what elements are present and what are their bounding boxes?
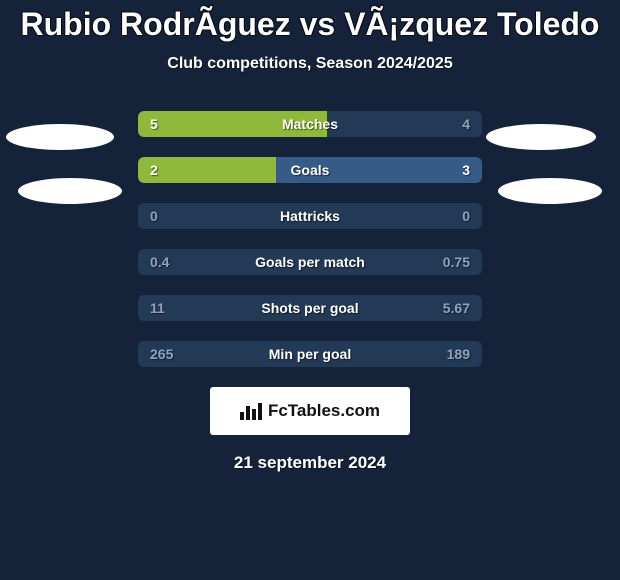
player-marker-left-1	[6, 124, 114, 150]
page-title: Rubio RodrÃ­guez vs VÃ¡zquez Toledo	[0, 0, 620, 43]
stat-label: Shots per goal	[138, 295, 482, 321]
player-marker-right-2	[498, 178, 602, 204]
stat-label: Hattricks	[138, 203, 482, 229]
chart-icon	[240, 402, 262, 420]
stat-row: 23Goals	[138, 157, 482, 183]
source-badge-text: FcTables.com	[268, 401, 380, 421]
comparison-panel: Rubio RodrÃ­guez vs VÃ¡zquez Toledo Club…	[0, 0, 620, 580]
stat-label: Matches	[138, 111, 482, 137]
stat-bars: 54Matches 23Goals 00Hattricks 0.40.75Goals …	[138, 111, 482, 367]
stat-row: 0.40.75Goals per match	[138, 249, 482, 275]
stat-row: 265189Min per goal	[138, 341, 482, 367]
stat-label: Min per goal	[138, 341, 482, 367]
player-marker-left-2	[18, 178, 122, 204]
snapshot-date: 21 september 2024	[0, 453, 620, 473]
subtitle: Club competitions, Season 2024/2025	[0, 55, 620, 73]
player-marker-right-1	[486, 124, 596, 150]
stat-row: 115.67Shots per goal	[138, 295, 482, 321]
stat-row: 00Hattricks	[138, 203, 482, 229]
stat-label: Goals per match	[138, 249, 482, 275]
source-badge[interactable]: FcTables.com	[210, 387, 410, 435]
stat-label: Goals	[138, 157, 482, 183]
stat-row: 54Matches	[138, 111, 482, 137]
